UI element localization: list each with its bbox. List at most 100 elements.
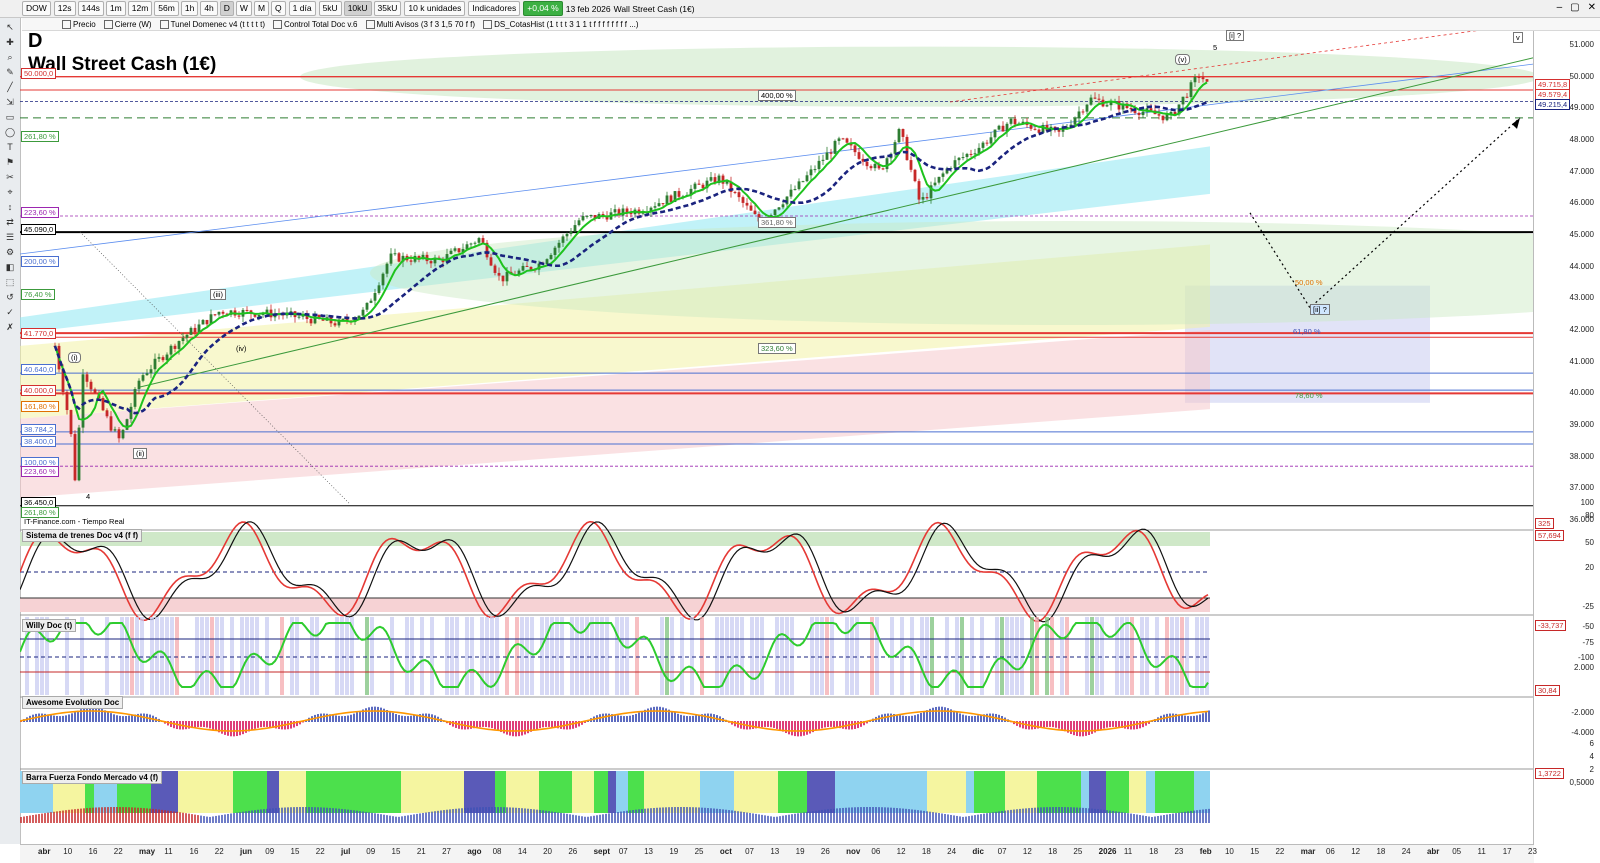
drawing-tool-icon[interactable]: ▭ [5, 112, 15, 122]
strength-histogram [857, 807, 859, 823]
timeframe-button[interactable]: 12s [53, 1, 76, 16]
units-button[interactable]: 5kU [318, 1, 342, 16]
legend-toggle-icon[interactable] [483, 19, 493, 29]
candle-body [469, 243, 473, 245]
drawing-tool-icon[interactable]: ⌖ [7, 187, 13, 197]
awesome-bar [1055, 721, 1057, 728]
drawing-tool-icon[interactable]: ☰ [5, 232, 15, 242]
legend-toggle-icon[interactable] [103, 19, 113, 29]
awesome-bar [824, 721, 826, 728]
drawing-tool-icon[interactable]: ✂ [6, 172, 14, 182]
pane-title[interactable]: Awesome Evolution Doc [22, 696, 124, 709]
pane-title[interactable]: Sistema de trenes Doc v4 (f f) [22, 529, 143, 542]
drawing-tool-icon[interactable]: ↕ [7, 202, 13, 212]
drawing-tool-icon[interactable]: ⇄ [6, 217, 14, 227]
legend-item[interactable]: Multi Avisos (3 f 3 1,5 70 f f) [365, 19, 475, 29]
strength-histogram [884, 807, 886, 823]
strength-histogram [1061, 807, 1063, 823]
time-axis[interactable]: abr 10 16 22 may 11 16 22 jun 09 15 22 jul 09 15 21 27 ag… [20, 844, 1537, 863]
legend-item[interactable]: Tunel Domenec v4 (t t t t t) [159, 19, 265, 29]
drawing-tool-icon[interactable]: ⬚ [5, 277, 15, 287]
strength-histogram [407, 815, 409, 823]
legend-item[interactable]: DS_CotasHist (1 t t t 3 1 1 t f f f f f … [483, 19, 639, 29]
timeframe-button[interactable]: W [235, 1, 252, 16]
symbol-selector[interactable]: DOW [22, 1, 51, 16]
timeframe-button[interactable]: 4h [200, 1, 218, 16]
willy-bar [810, 617, 814, 695]
willy-bar [590, 617, 594, 695]
candle-body [605, 215, 609, 220]
timeframe-button[interactable]: Q [271, 1, 286, 16]
willy-bar [340, 617, 344, 695]
units-button[interactable]: 35kU [373, 1, 402, 16]
legend-toggle-icon[interactable] [62, 19, 71, 29]
pane-title[interactable]: Willy Doc (t) [22, 619, 77, 632]
drawing-tool-icon[interactable]: ⚑ [5, 157, 15, 167]
strength-bar [292, 771, 306, 813]
pane-title[interactable]: Barra Fuerza Fondo Mercado v4 (f) [22, 771, 163, 784]
close-icon[interactable]: ✕ [1587, 2, 1596, 13]
units-button[interactable]: 10kU [343, 1, 372, 16]
legend-toggle-icon[interactable] [272, 19, 282, 29]
strength-histogram [542, 810, 544, 823]
timeframe-button[interactable]: D [219, 1, 234, 16]
strength-histogram [635, 809, 637, 823]
awesome-bar [1124, 721, 1126, 729]
drawing-tool-icon[interactable]: ◧ [5, 262, 15, 272]
chart-canvas[interactable] [20, 31, 1534, 843]
strength-histogram [374, 813, 376, 823]
drawing-tool-icon[interactable]: ✚ [6, 37, 14, 47]
candle-body [1029, 124, 1033, 129]
legend-toggle-icon[interactable] [159, 19, 169, 29]
strength-histogram [86, 808, 88, 823]
timeframe-button[interactable]: 56m [154, 1, 179, 16]
legend-toggle-icon[interactable] [365, 19, 375, 29]
indicators-button[interactable]: Indicadores [468, 1, 521, 16]
timeframe-button[interactable]: 144s [77, 1, 104, 16]
drawing-tool-icon[interactable]: ⌕ [7, 52, 13, 62]
strength-histogram [242, 811, 244, 823]
candle-body [193, 327, 197, 333]
strength-histogram [329, 807, 331, 823]
willy-bar [495, 617, 499, 695]
legend-item[interactable]: Control Total Doc v.6 [272, 19, 358, 29]
strength-histogram [725, 809, 727, 823]
timeframe-button[interactable]: 1h [180, 1, 199, 16]
drawing-tool-icon[interactable]: ✎ [6, 67, 14, 77]
collapse-marker[interactable]: v [1513, 32, 1523, 43]
drawing-tool-icon[interactable]: ↖ [6, 22, 14, 32]
drawing-tool-icon[interactable]: ╱ [7, 82, 13, 92]
strength-histogram [494, 807, 496, 823]
strength-histogram [278, 807, 280, 823]
strength-histogram [743, 812, 745, 823]
drawing-tool-icon[interactable]: ✗ [6, 322, 14, 332]
timeframe-button[interactable]: M [253, 1, 270, 16]
price-axis[interactable]: 51.000 50.000 49.000 48.000 47.000 46.000 45.0… [1533, 31, 1600, 844]
price-axis-tick: 44.000 [1569, 261, 1594, 271]
willy-bar [1175, 617, 1179, 695]
window-controls: – ▢ ✕ [1557, 2, 1596, 13]
dotted-decline-line [79, 231, 351, 505]
candle-body [957, 157, 961, 161]
candle-body [1149, 108, 1153, 111]
strength-histogram [1121, 812, 1123, 823]
drawing-tool-icon[interactable]: ↺ [6, 292, 14, 302]
drawing-tool-icon[interactable]: ◯ [4, 127, 16, 137]
strength-histogram [953, 815, 955, 823]
timeframe-button[interactable]: 1m [105, 1, 126, 16]
awesome-bar [761, 721, 763, 728]
legend-item[interactable]: Precio [62, 19, 96, 29]
drawing-tool-icon[interactable]: ⚙ [5, 247, 15, 257]
timeframe-button[interactable]: 12m [127, 1, 153, 16]
minimize-icon[interactable]: – [1556, 2, 1563, 13]
period-selector[interactable]: 1 día [288, 1, 316, 16]
candle-body [1013, 118, 1017, 125]
drawing-tool-icon[interactable]: ⇲ [6, 97, 14, 107]
units-selector[interactable]: 10 k unidades [404, 1, 466, 16]
strength-histogram [311, 807, 313, 823]
maximize-icon[interactable]: ▢ [1570, 2, 1580, 13]
legend-item[interactable]: Cierre (W) [103, 19, 152, 29]
time-axis-tick: 11 [164, 847, 173, 856]
drawing-tool-icon[interactable]: ✓ [6, 307, 14, 317]
drawing-tool-icon[interactable]: T [7, 142, 13, 152]
